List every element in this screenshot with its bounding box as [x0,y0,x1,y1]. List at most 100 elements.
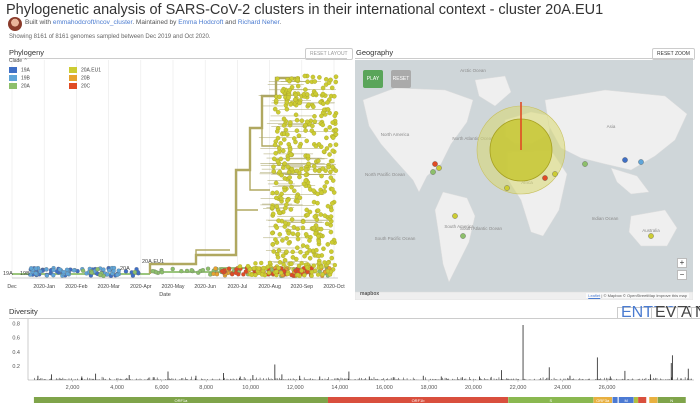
tree-tip[interactable] [226,266,232,271]
tree-tip[interactable] [200,268,206,273]
tree-tip[interactable] [330,135,336,140]
tree-tip[interactable] [271,169,276,174]
tree-tip[interactable] [270,241,276,247]
tree-tip[interactable] [330,158,335,164]
tree-tip[interactable] [276,145,282,151]
tree-tip[interactable] [329,85,335,91]
tree-tip[interactable] [299,166,304,172]
legend-title[interactable]: Clade ⌃ [9,58,28,64]
gene-n[interactable] [657,397,686,403]
country-bubble[interactable] [452,213,458,219]
country-bubble[interactable] [648,233,654,239]
reset-zoom-button[interactable]: RESET ZOOM [652,48,695,60]
tree-tip[interactable] [266,270,272,275]
tree-tip[interactable] [304,265,310,270]
tree-tip[interactable] [290,231,296,237]
gene-orf8[interactable] [649,397,658,403]
tree-tip[interactable] [332,113,338,119]
tree-tip[interactable] [270,190,275,196]
tree-tip[interactable] [333,127,339,133]
tree-tip[interactable] [324,179,330,185]
tree-tip[interactable] [309,273,314,278]
zoom-in-button[interactable]: + [677,258,687,268]
tree-tip[interactable] [304,92,310,97]
tree-tip[interactable] [324,135,329,141]
tree-tip[interactable] [305,79,310,85]
tree-tip[interactable] [274,204,280,209]
tree-tip[interactable] [299,118,305,124]
tree-tip[interactable] [245,263,251,269]
tree-tip[interactable] [320,91,326,97]
tree-tip[interactable] [247,267,253,272]
tree-tip[interactable] [265,264,271,269]
tree-tip[interactable] [303,178,309,183]
tree-tip[interactable] [311,225,317,231]
tree-tip[interactable] [170,266,175,272]
tree-tip[interactable] [284,99,290,105]
tree-tip[interactable] [269,230,275,236]
tree-tip[interactable] [282,187,288,193]
tree-tip[interactable] [277,94,282,100]
tree-tip[interactable] [295,83,301,89]
tree-tip[interactable] [330,120,335,125]
tree-tip[interactable] [294,128,300,133]
tree-tip[interactable] [57,267,62,272]
legend-item-19a[interactable]: 19A [9,67,30,73]
tree-tip[interactable] [311,164,317,169]
tree-tip[interactable] [296,133,302,138]
tree-tip[interactable] [214,272,220,277]
tree-tip[interactable] [328,229,334,235]
tree-tip[interactable] [296,263,302,269]
tree-tip[interactable] [320,122,326,128]
tree-tip[interactable] [286,240,292,246]
zoom-out-button[interactable]: − [677,270,687,280]
tree-tip[interactable] [249,272,255,277]
tree-tip[interactable] [281,123,287,128]
tree-tip[interactable] [278,270,284,276]
tree-tip[interactable] [275,129,280,134]
tree-tip[interactable] [327,125,333,130]
tree-tip[interactable] [329,201,335,206]
tree-tip[interactable] [320,272,325,277]
tree-tip[interactable] [278,156,284,162]
tree-tip[interactable] [328,175,334,180]
tree-tip[interactable] [288,152,294,158]
mapbox-logo[interactable]: mapbox [360,291,380,297]
tree-tip[interactable] [292,188,297,194]
author-link-emma[interactable]: Emma Hodcroft [178,19,224,26]
tree-tip[interactable] [281,137,287,142]
tree-tip[interactable] [279,196,284,201]
tree-tip[interactable] [303,128,308,133]
tree-tip[interactable] [327,143,333,148]
tree-tip[interactable] [51,268,56,273]
tree-tip[interactable] [130,273,136,278]
country-bubble[interactable] [504,185,510,191]
tree-tip[interactable] [251,266,257,271]
tree-tip[interactable] [159,270,165,275]
tree-tip[interactable] [267,260,273,265]
tree-tip[interactable] [316,253,322,259]
tree-tip[interactable] [44,267,49,272]
tree-tip[interactable] [302,253,307,259]
tree-tip[interactable] [282,257,288,263]
tree-tip[interactable] [314,247,319,253]
tree-tip[interactable] [311,104,316,110]
tree-tip[interactable] [325,242,331,247]
tree-tip[interactable] [111,265,117,271]
tree-tip[interactable] [305,153,311,159]
tree-tip[interactable] [98,272,103,278]
tree-tip[interactable] [322,184,328,189]
tree-tip[interactable] [256,266,261,271]
tree-tip[interactable] [294,117,300,123]
tree-tip[interactable] [295,272,300,278]
tree-tip[interactable] [319,190,324,196]
tree-tip[interactable] [304,119,310,125]
play-button[interactable]: PLAY [363,70,383,88]
tree-tip[interactable] [285,156,291,162]
tree-tip[interactable] [327,152,332,157]
tree-tip[interactable] [319,173,324,179]
tree-tip[interactable] [297,174,302,180]
tree-tip[interactable] [270,211,276,217]
tree-tip[interactable] [326,164,331,170]
tree-tip[interactable] [276,218,281,223]
